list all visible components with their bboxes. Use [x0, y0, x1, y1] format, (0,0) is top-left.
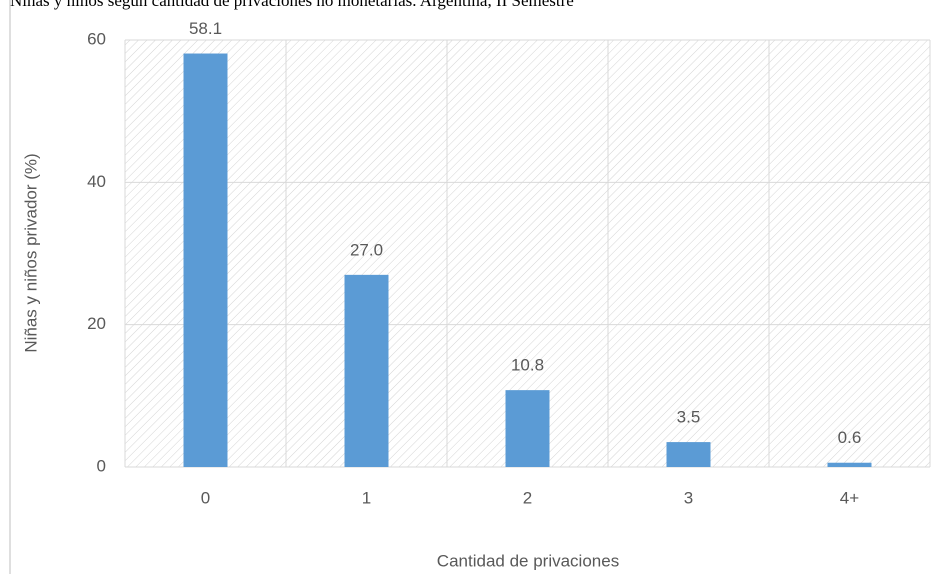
- y-axis-label: Niñas y niños privador (%): [21, 153, 40, 352]
- x-tick-label: 4+: [840, 488, 859, 507]
- value-label: 10.8: [511, 356, 544, 375]
- y-tick-label: 0: [97, 456, 106, 475]
- x-axis-label: Cantidad de privaciones: [437, 551, 619, 570]
- value-label: 27.0: [350, 240, 383, 259]
- value-label: 0.6: [838, 428, 862, 447]
- y-tick-label: 40: [87, 172, 106, 191]
- x-tick-label: 2: [523, 488, 532, 507]
- bar: [183, 53, 228, 467]
- value-label: 58.1: [189, 19, 222, 38]
- x-tick-label: 0: [201, 488, 210, 507]
- bar: [666, 442, 711, 467]
- bar: [827, 462, 872, 467]
- y-tick-label: 60: [87, 29, 106, 48]
- y-tick-label: 20: [87, 314, 106, 333]
- x-tick-label: 1: [362, 488, 371, 507]
- bar: [344, 274, 389, 467]
- x-tick-label: 3: [684, 488, 693, 507]
- bar: [505, 390, 550, 467]
- chart-title: Niñas y niños según cantidad de privacio…: [10, 0, 574, 10]
- value-label: 3.5: [677, 408, 701, 427]
